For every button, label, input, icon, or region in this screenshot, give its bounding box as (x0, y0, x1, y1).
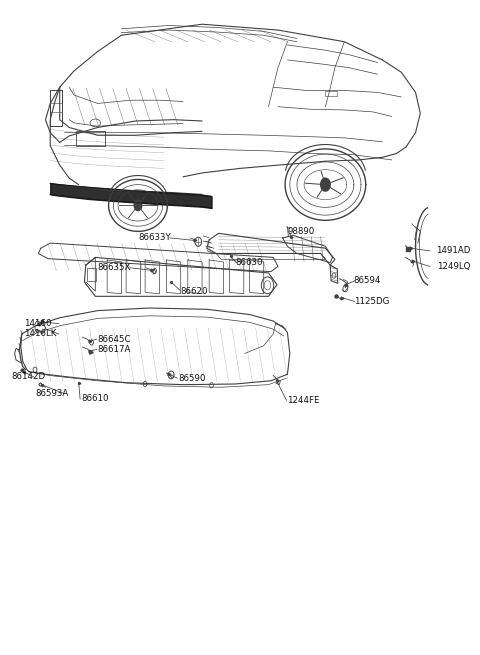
Text: 14160: 14160 (24, 319, 52, 328)
Text: 1244FE: 1244FE (288, 396, 320, 405)
Bar (87, 268, 96, 281)
Text: 1491AD: 1491AD (436, 246, 470, 255)
Circle shape (321, 178, 330, 191)
Text: 86635X: 86635X (97, 263, 131, 272)
Text: 86620: 86620 (180, 287, 208, 295)
Text: 86645C: 86645C (97, 335, 131, 344)
Bar (50, 90, 62, 126)
Text: 1249LQ: 1249LQ (437, 262, 470, 271)
Text: 86633Y: 86633Y (138, 233, 171, 242)
Bar (325, 91, 337, 96)
Circle shape (134, 200, 142, 211)
Text: 1125DG: 1125DG (354, 297, 389, 306)
Text: 86630: 86630 (235, 258, 263, 267)
Bar (76, 132, 105, 145)
Text: 1416LK: 1416LK (24, 329, 57, 339)
Text: 98890: 98890 (288, 227, 315, 236)
Text: 86594: 86594 (354, 276, 381, 285)
Text: 86617A: 86617A (97, 345, 131, 354)
Text: 86610: 86610 (81, 394, 108, 403)
Text: 86142D: 86142D (12, 372, 46, 381)
Text: 86593A: 86593A (35, 389, 68, 398)
Text: 86590: 86590 (179, 373, 206, 383)
